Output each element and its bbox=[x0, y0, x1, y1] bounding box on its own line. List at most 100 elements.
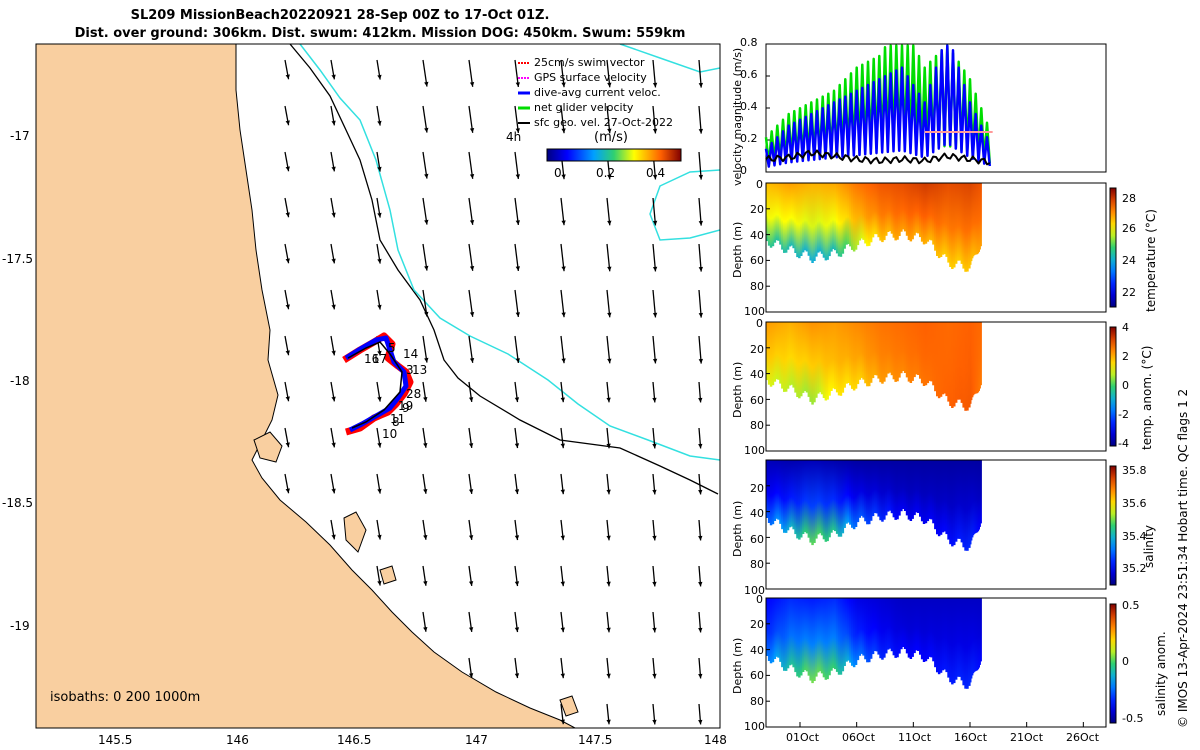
profile-strip bbox=[877, 322, 880, 379]
profile-strip bbox=[786, 598, 790, 669]
geo-arrowhead bbox=[607, 174, 612, 180]
profile-strip bbox=[909, 598, 913, 659]
day-label: 14 bbox=[403, 347, 419, 361]
profile-strip bbox=[800, 183, 803, 256]
profile-strip bbox=[860, 460, 863, 516]
geo-arrow bbox=[698, 243, 702, 272]
geo-arrowhead bbox=[424, 265, 429, 271]
profile-strip bbox=[773, 183, 777, 243]
profile-strip bbox=[877, 460, 880, 517]
time-tick: 26Oct bbox=[1066, 731, 1100, 744]
geo-arrow bbox=[514, 59, 520, 88]
geo-arrowhead bbox=[424, 81, 429, 87]
geo-arrowhead bbox=[331, 350, 336, 356]
geo-arrowhead bbox=[698, 174, 704, 180]
geo-arrow bbox=[560, 243, 565, 272]
profile-strip bbox=[871, 460, 875, 517]
panel-colorbar bbox=[1109, 187, 1117, 308]
geo-arrowhead bbox=[652, 312, 658, 318]
hour-label: 4h bbox=[506, 130, 522, 144]
geo-arrowhead bbox=[607, 312, 612, 318]
geo-arrowhead bbox=[331, 120, 336, 126]
profile-strip bbox=[820, 183, 824, 254]
profile-strip bbox=[783, 460, 786, 533]
geo-arrow bbox=[652, 289, 657, 318]
profile-strip bbox=[869, 322, 873, 383]
profile-strip bbox=[856, 183, 860, 246]
panel-colorbar bbox=[1109, 326, 1117, 447]
geo-arrowhead bbox=[560, 627, 565, 633]
cb-tick: 28 bbox=[1122, 192, 1136, 205]
profile-strip bbox=[970, 460, 972, 545]
profile-strip bbox=[837, 322, 841, 396]
geo-arrowhead bbox=[469, 82, 475, 87]
geo-arrowhead bbox=[377, 580, 382, 586]
profile-strip bbox=[786, 183, 790, 250]
profile-strip bbox=[824, 598, 828, 680]
profile-strip bbox=[920, 460, 924, 522]
profile-strip bbox=[917, 322, 920, 375]
profile-strip bbox=[803, 598, 807, 670]
profile-strip bbox=[973, 322, 976, 395]
geo-arrowhead bbox=[514, 397, 520, 403]
profile-strip bbox=[781, 322, 784, 389]
geo-arrow bbox=[698, 59, 702, 88]
profile-strip bbox=[960, 183, 964, 264]
profile-strip bbox=[858, 322, 862, 380]
geo-arrowhead bbox=[468, 627, 474, 632]
profile-strip bbox=[779, 598, 782, 662]
geo-arrowhead bbox=[468, 535, 474, 540]
geo-arrowhead bbox=[377, 120, 382, 126]
profile-strip bbox=[852, 460, 856, 530]
profile-strip bbox=[779, 460, 782, 524]
profile-strip bbox=[974, 183, 977, 255]
profile-strip bbox=[856, 322, 860, 385]
island bbox=[343, 511, 367, 553]
profile-strip bbox=[970, 322, 972, 404]
profile-strip bbox=[877, 598, 880, 655]
vel-y-tick: 0 bbox=[740, 164, 747, 177]
profile-strip bbox=[960, 598, 964, 681]
profile-strip bbox=[868, 183, 871, 246]
profile-strip bbox=[980, 598, 982, 662]
depth-ylabel: Depth (m) bbox=[731, 500, 744, 557]
profile-strip bbox=[841, 460, 845, 534]
profile-strip bbox=[873, 460, 877, 513]
profile-strip bbox=[954, 183, 958, 264]
profile-strip bbox=[900, 598, 903, 650]
profile-strip bbox=[807, 322, 811, 397]
profile-strip bbox=[939, 183, 943, 257]
profile-strip bbox=[943, 460, 947, 532]
day-label: 9 bbox=[402, 401, 410, 415]
geo-arrowhead bbox=[423, 534, 428, 540]
profile-strip bbox=[781, 598, 784, 668]
colorbar-title: (m/s) bbox=[594, 130, 628, 145]
geo-arrowhead bbox=[652, 82, 658, 88]
profile-strip bbox=[786, 322, 790, 389]
profile-strip bbox=[903, 598, 907, 649]
profile-strip bbox=[930, 460, 933, 520]
geo-arrowhead bbox=[423, 580, 428, 586]
geo-arrowhead bbox=[652, 443, 657, 449]
profile-strip bbox=[781, 183, 784, 250]
profile-strip bbox=[811, 598, 814, 684]
profile-strip bbox=[909, 460, 913, 521]
profile-strip bbox=[862, 598, 865, 656]
geo-arrowhead bbox=[469, 266, 475, 271]
profile-strip bbox=[813, 598, 816, 681]
geo-arrowhead bbox=[652, 266, 658, 272]
profile-strip bbox=[968, 598, 971, 686]
title-line-1: SL209 MissionBeach20220921 28-Sep 00Z to… bbox=[130, 8, 550, 23]
profile-strip bbox=[868, 322, 871, 387]
profile-strip bbox=[796, 322, 799, 397]
profile-strip bbox=[818, 322, 822, 393]
depth-tick: 100 bbox=[744, 305, 765, 318]
geo-arrowhead bbox=[468, 489, 474, 494]
map-x-tick: 147 bbox=[465, 733, 488, 747]
time-tick: 06Oct bbox=[842, 731, 876, 744]
land-mass bbox=[36, 44, 576, 728]
geo-arrow bbox=[514, 197, 520, 226]
profile-strip bbox=[964, 598, 967, 689]
profile-strip bbox=[974, 322, 977, 394]
depth-tick: 20 bbox=[750, 343, 764, 356]
